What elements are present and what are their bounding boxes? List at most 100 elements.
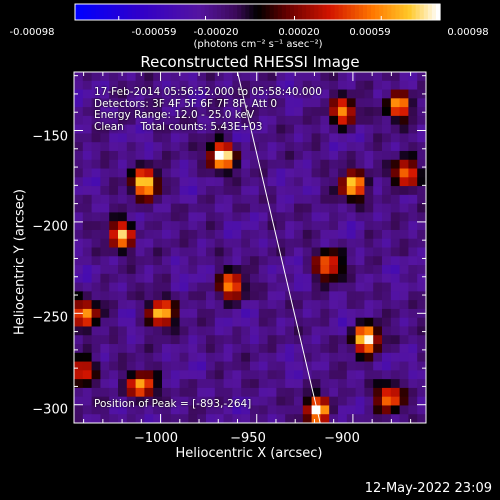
heatmap-cell [214,98,224,108]
heatmap-cell [74,133,84,143]
heatmap-cell [399,317,409,327]
heatmap-cell [214,194,224,205]
heatmap-cell [153,308,163,319]
heatmap-cell [100,221,110,231]
heatmap-cell [118,72,128,82]
heatmap-cell [162,396,172,406]
heatmap-cell [188,361,198,371]
heatmap-cell [206,317,216,327]
heatmap-cell [223,300,233,310]
heatmap-cell [417,150,427,161]
heatmap-cell [276,247,286,257]
heatmap-cell [82,150,92,161]
heatmap-cell [170,142,180,152]
heatmap-cell [126,80,136,90]
heatmap-cell [135,370,145,380]
heatmap-cell [364,344,374,354]
heatmap-cell [338,221,348,231]
heatmap-cell [91,370,101,380]
heatmap-cell [179,229,189,240]
heatmap-cell [329,221,339,231]
heatmap-cell [417,273,427,283]
heatmap-cell [232,414,242,424]
heatmap-cell [320,273,330,283]
heatmap-cell [82,238,92,248]
heatmap-cell [144,273,154,283]
heatmap-cell [214,265,224,275]
heatmap-cell [179,238,189,248]
heatmap-cell [170,72,180,82]
heatmap-cell [311,133,321,143]
heatmap-cell [250,98,260,108]
heatmap-cell [197,203,207,213]
heatmap-cell [276,133,286,143]
heatmap-cell [241,238,251,248]
heatmap-cell [162,273,172,283]
heatmap-cell [346,256,356,266]
heatmap-cell [250,405,260,415]
heatmap-cell [153,317,163,327]
heatmap-cell [223,256,233,266]
heatmap-cell [311,89,321,99]
heatmap-cell [153,124,163,134]
heatmap-cell [179,291,189,301]
colorbar-segment [143,4,149,20]
heatmap-cell [135,317,145,327]
heatmap-cell [153,159,163,169]
colorbar-segment [208,4,214,20]
heatmap-cell [408,80,418,90]
heatmap-cell [302,80,312,90]
heatmap-cell [417,238,427,248]
heatmap-cell [126,308,136,319]
heatmap-cell [417,370,427,380]
heatmap-cell [109,396,119,406]
heatmap-cell [329,256,339,266]
heatmap-cell [109,80,119,90]
heatmap-cell [267,335,277,345]
heatmap-cell [329,326,339,336]
heatmap-cell [302,98,312,108]
heatmap-cell [179,352,189,362]
heatmap-cell [214,414,224,424]
heatmap-cell [390,115,400,126]
heatmap-cell [364,142,374,152]
heatmap-cell [399,335,409,345]
heatmap-cell [188,238,198,248]
heatmap-cell [390,194,400,205]
heatmap-cell [162,256,172,266]
heatmap-cell [126,317,136,327]
heatmap-cell [109,352,119,362]
heatmap-cell [346,124,356,134]
heatmap-cell [144,177,154,187]
heatmap-cell [320,326,330,336]
heatmap-cell [232,273,242,283]
heatmap-cell [153,405,163,415]
heatmap-cell [258,115,268,126]
heatmap-cell [91,317,101,327]
heatmap-cell [276,256,286,266]
heatmap-cell [250,379,260,389]
heatmap-cell [399,326,409,336]
heatmap-cell [258,150,268,161]
heatmap-cell [382,317,392,327]
heatmap-cell [294,229,304,240]
heatmap-cell [382,186,392,196]
heatmap-cell [408,177,418,187]
heatmap-cell [241,317,251,327]
heatmap-cell [382,89,392,99]
heatmap-cell [214,124,224,134]
heatmap-cell [74,370,84,380]
heatmap-cell [408,212,418,222]
heatmap-cell [302,326,312,336]
heatmap-cell [179,168,189,178]
heatmap-cell [258,124,268,134]
heatmap-cell [126,124,136,134]
heatmap-cell [232,361,242,371]
heatmap-cell [179,142,189,152]
heatmap-cell [179,194,189,205]
heatmap-cell [232,282,242,292]
heatmap-cell [338,89,348,99]
heatmap-cell [408,335,418,345]
heatmap-cell [250,133,260,143]
heatmap-cell [144,150,154,161]
